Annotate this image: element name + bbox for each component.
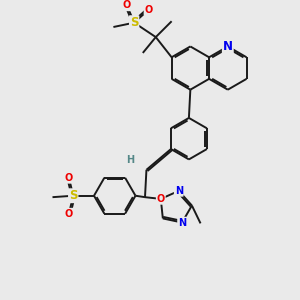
Text: N: N xyxy=(175,186,183,196)
Text: H: H xyxy=(127,155,135,165)
Text: O: O xyxy=(65,208,73,219)
Text: S: S xyxy=(130,16,138,29)
Text: N: N xyxy=(223,40,233,53)
Text: O: O xyxy=(123,0,131,11)
Text: N: N xyxy=(178,218,186,227)
Text: O: O xyxy=(65,173,73,183)
Text: S: S xyxy=(69,189,77,202)
Text: O: O xyxy=(157,194,165,204)
Text: O: O xyxy=(144,5,153,15)
